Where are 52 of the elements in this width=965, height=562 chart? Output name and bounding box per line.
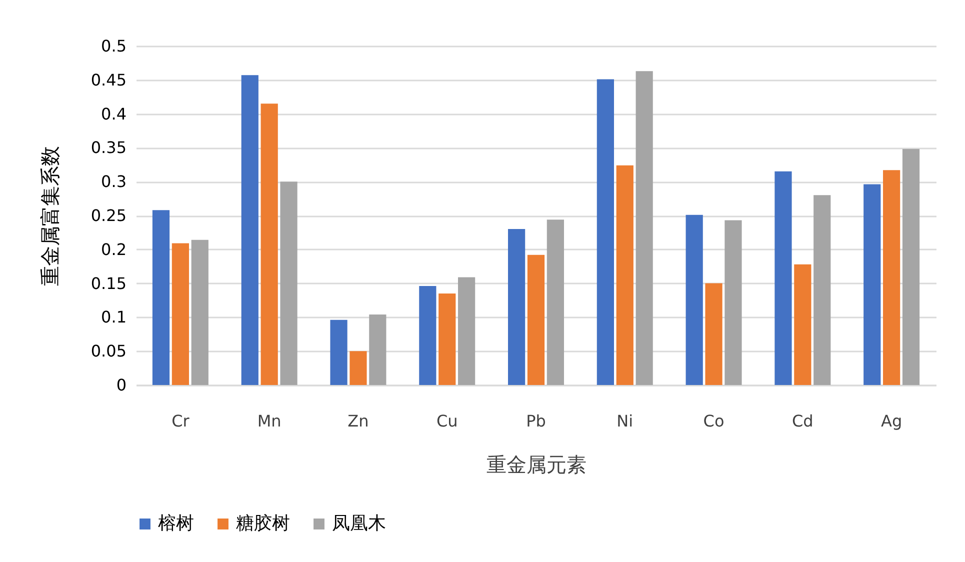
bar — [152, 210, 170, 385]
x-axis-title: 重金属元素 — [486, 452, 586, 476]
y-tick-label: 0.45 — [90, 70, 126, 90]
x-tick-label: Co — [703, 412, 724, 430]
y-tick-label: 0.4 — [101, 104, 126, 124]
bar — [350, 351, 367, 385]
bar — [438, 293, 456, 385]
x-tick-label: Ag — [881, 412, 902, 430]
bar — [508, 229, 526, 385]
bar — [724, 220, 742, 385]
y-axis-title: 重金属富集系数 — [38, 146, 62, 286]
x-tick-label: Pb — [526, 412, 546, 430]
y-tick-label: 0.15 — [90, 274, 126, 293]
bar — [814, 195, 831, 385]
y-tick-label: 0.35 — [90, 138, 126, 158]
bar — [705, 283, 722, 385]
bar — [546, 220, 564, 385]
bar — [330, 320, 348, 385]
bar — [902, 149, 920, 385]
y-tick-label: 0 — [116, 376, 126, 394]
bar — [596, 79, 614, 385]
y-tick-label: 0.25 — [90, 206, 126, 225]
x-tick-label: Zn — [348, 412, 369, 430]
bar — [527, 254, 545, 385]
y-tick-label: 0.2 — [101, 240, 126, 259]
y-tick-label: 0.05 — [90, 342, 126, 361]
bar — [172, 243, 189, 385]
y-tick-label: 0.3 — [101, 172, 126, 192]
y-tick-label: 0.1 — [101, 308, 126, 327]
bar — [636, 71, 653, 385]
bar — [260, 104, 278, 385]
bar — [883, 170, 900, 385]
x-tick-label: Cd — [792, 412, 814, 430]
y-tick-label: 0.5 — [101, 36, 126, 56]
x-tick-label: Cu — [436, 412, 458, 430]
bar — [369, 314, 386, 385]
x-tick-label: Ni — [616, 412, 634, 430]
legend-label: 榕树 — [158, 513, 194, 534]
bar — [686, 214, 703, 385]
legend-label: 糖胶树 — [236, 513, 290, 534]
bar — [774, 171, 792, 385]
bar — [794, 264, 812, 385]
x-tick-label: Cr — [172, 412, 190, 430]
bar — [864, 184, 881, 385]
bar — [419, 286, 436, 385]
legend-label: 凤凰木 — [332, 513, 386, 534]
bar — [616, 165, 634, 385]
bar — [241, 75, 258, 385]
bar — [191, 240, 208, 385]
bar — [280, 182, 298, 385]
bar — [458, 277, 476, 385]
x-tick-label: Mn — [257, 412, 282, 430]
